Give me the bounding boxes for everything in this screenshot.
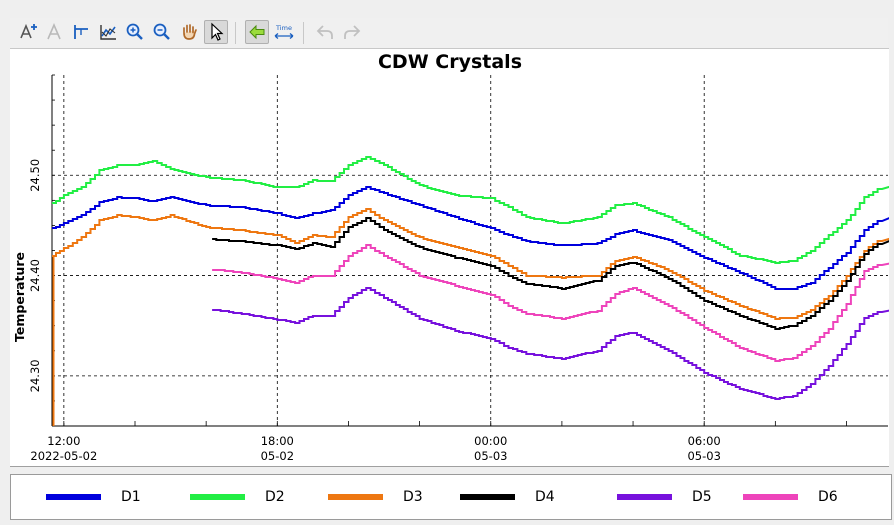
series-line-d3 — [52, 208, 889, 320]
y-axis-label: Temperature — [12, 252, 27, 342]
legend-item-d2[interactable]: D2 — [190, 475, 285, 519]
legend-label: D6 — [818, 489, 838, 505]
chart-title: CDW Crystals — [378, 51, 522, 73]
time-scale-button[interactable]: Time — [272, 20, 296, 44]
chart-settings-icon — [100, 25, 116, 40]
add-label-button[interactable] — [16, 20, 40, 44]
x-tick-label: 18:00 — [261, 434, 294, 448]
undo-button[interactable] — [313, 20, 337, 44]
zoom-in-button[interactable] — [123, 20, 147, 44]
series-line-d6 — [212, 244, 889, 362]
cdw-crystals-chart[interactable]: CDW Crystals Temperature 24.30 24.40 24.50… — [10, 48, 889, 467]
legend-swatch — [460, 494, 515, 500]
legend-item-d5[interactable]: D5 — [617, 475, 712, 519]
legend-item-d1[interactable]: D1 — [46, 475, 141, 519]
legend-label: D2 — [265, 489, 285, 505]
series-line-d2 — [52, 156, 889, 264]
series-line-d1 — [52, 186, 889, 290]
toolbar-separator — [235, 22, 236, 44]
legend-item-d3[interactable]: D3 — [328, 475, 423, 519]
zoom-out-button[interactable] — [150, 20, 174, 44]
x-tick-label: 06:00 — [688, 434, 721, 448]
undo-icon — [316, 25, 333, 39]
x-tick-label: 12:00 — [47, 434, 80, 448]
back-arrow-icon — [249, 24, 265, 40]
add-label-icon — [20, 23, 37, 39]
text-label-icon — [47, 22, 61, 40]
y-tick-label: 24.30 — [28, 359, 42, 392]
legend-label: D3 — [403, 489, 423, 505]
legend: D1 D2 D3 D4 D5 D6 — [10, 474, 892, 520]
legend-label: D4 — [535, 489, 555, 505]
legend-swatch — [328, 494, 383, 500]
series-line-d5 — [212, 287, 889, 400]
x-tick-sublabel: 05-02 — [261, 449, 294, 463]
redo-button[interactable] — [340, 20, 364, 44]
time-scale-label: Time — [275, 24, 292, 32]
pointer-icon — [211, 22, 224, 41]
x-tick-sublabel: 2022-05-02 — [30, 449, 97, 463]
series-line-d4 — [212, 217, 889, 330]
pan-button[interactable] — [177, 20, 201, 44]
pointer-button[interactable] — [204, 20, 228, 44]
legend-swatch — [617, 494, 672, 500]
x-tick-sublabel: 05-03 — [687, 449, 720, 463]
text-label-button[interactable] — [42, 20, 66, 44]
legend-item-d4[interactable]: D4 — [460, 475, 555, 519]
chart-settings-button[interactable] — [96, 20, 120, 44]
toolbar-separator — [303, 22, 304, 44]
y-tick-label: 24.50 — [28, 159, 42, 192]
axis-cursor-button[interactable] — [69, 20, 93, 44]
y-tick-label: 24.40 — [28, 259, 42, 292]
x-tick-sublabel: 05-03 — [474, 449, 507, 463]
redo-icon — [344, 25, 361, 39]
time-scale-icon: Time — [274, 24, 294, 39]
legend-label: D1 — [121, 489, 141, 505]
legend-item-d6[interactable]: D6 — [743, 475, 838, 519]
legend-swatch — [46, 494, 101, 500]
axis-cursor-icon — [74, 25, 88, 39]
pan-hand-icon — [183, 24, 197, 40]
chart-panel — [10, 48, 889, 467]
back-button[interactable] — [245, 20, 269, 44]
legend-label: D5 — [692, 489, 712, 505]
chart-toolbar: Time — [10, 18, 888, 48]
legend-swatch — [743, 494, 798, 500]
x-tick-label: 00:00 — [474, 434, 507, 448]
legend-swatch — [190, 494, 245, 500]
zoom-out-icon — [153, 23, 170, 40]
zoom-in-icon — [126, 23, 143, 40]
